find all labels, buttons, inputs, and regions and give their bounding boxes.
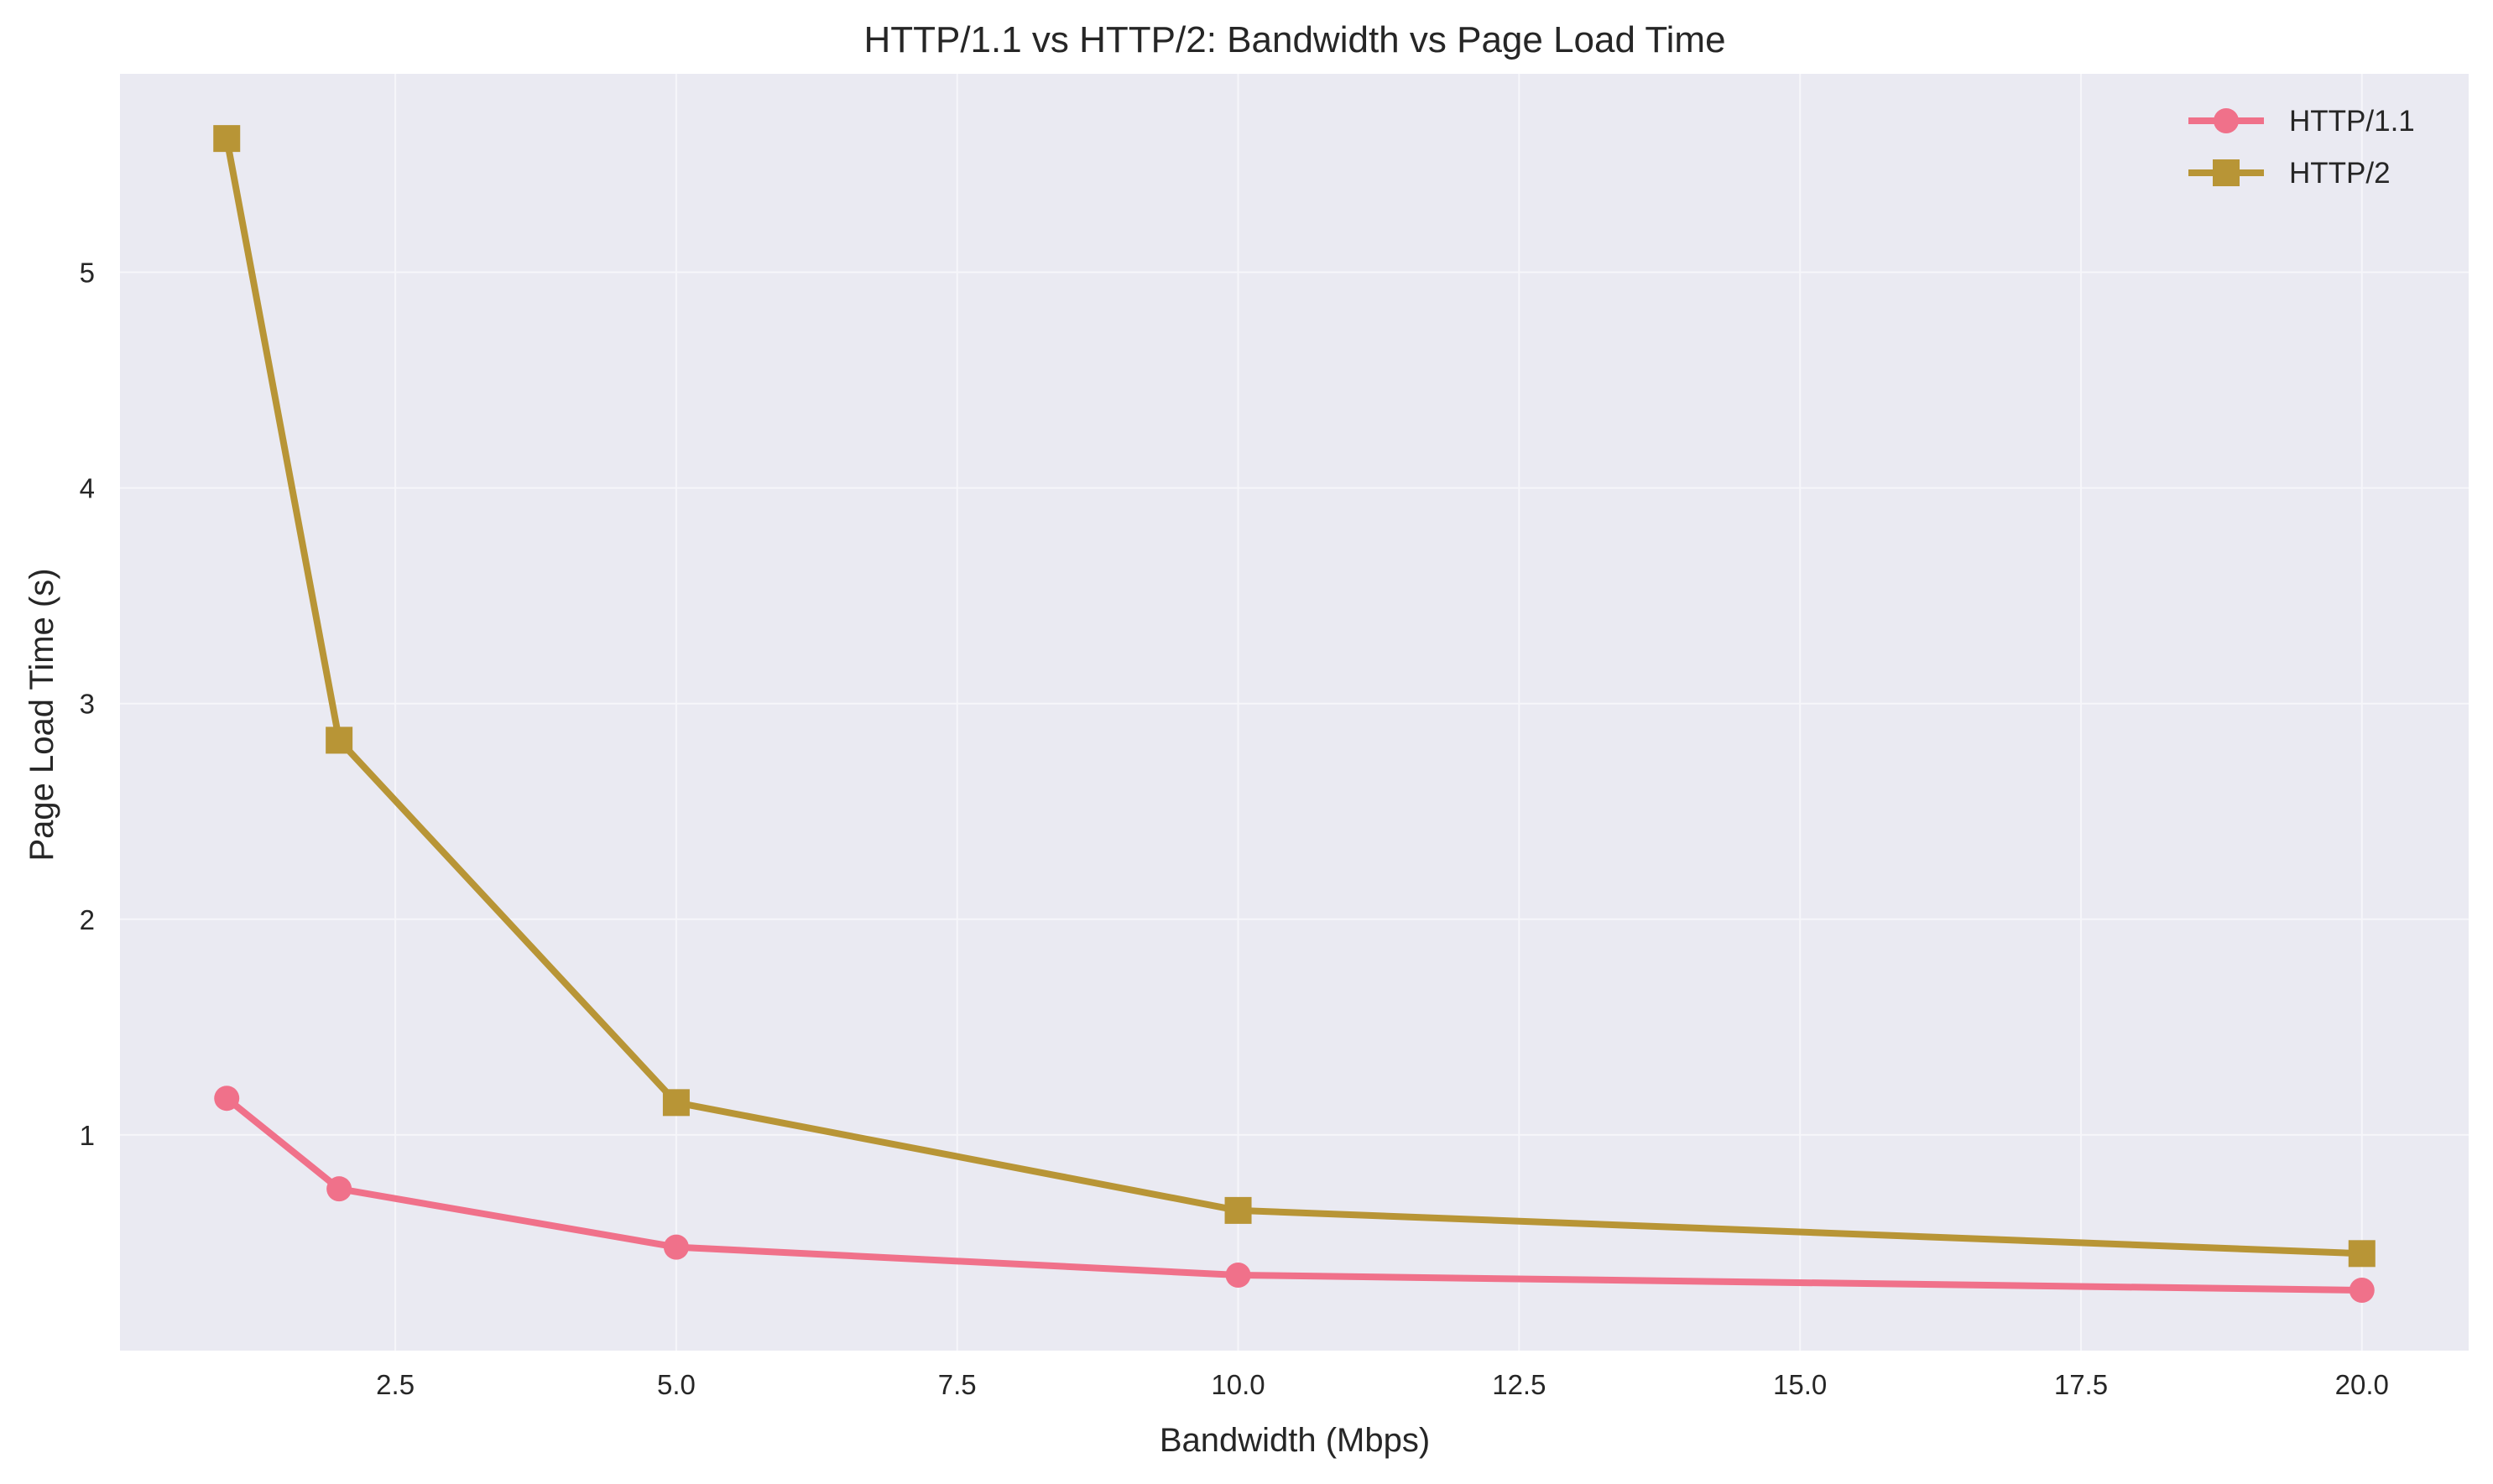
legend-label: HTTP/1.1 <box>2289 105 2415 138</box>
y-tick-label: 3 <box>80 689 95 720</box>
y-tick-label: 1 <box>80 1120 95 1151</box>
data-point <box>2348 1240 2376 1268</box>
legend-label: HTTP/2 <box>2289 157 2391 190</box>
x-tick-label: 20.0 <box>2335 1369 2389 1400</box>
y-axis-label: Page Load Time (s) <box>23 568 60 861</box>
data-point <box>326 726 353 754</box>
x-axis-label: Bandwidth (Mbps) <box>1160 1422 1430 1459</box>
legend-marker <box>2213 159 2240 186</box>
x-axis-ticks: 2.5 5.0 7.5 10.0 12.5 15.0 17.5 20.0 <box>376 1369 2389 1400</box>
data-point <box>1225 1263 1251 1289</box>
x-tick-label: 2.5 <box>376 1369 415 1400</box>
data-point <box>1224 1196 1252 1224</box>
y-axis-ticks: 1 2 3 4 5 <box>80 258 95 1151</box>
legend-marker <box>2214 108 2239 133</box>
x-tick-label: 5.0 <box>657 1369 696 1400</box>
x-tick-label: 17.5 <box>2054 1369 2108 1400</box>
data-point <box>663 1234 689 1260</box>
series-http-2 <box>213 125 2376 1268</box>
x-tick-label: 10.0 <box>1211 1369 1265 1400</box>
series-layer <box>213 125 2376 1304</box>
grid <box>120 74 2469 1351</box>
x-tick-label: 15.0 <box>1773 1369 1827 1400</box>
y-tick-label: 4 <box>80 473 95 504</box>
chart-title: HTTP/1.1 vs HTTP/2: Bandwidth vs Page Lo… <box>863 19 1725 60</box>
data-point <box>213 125 241 153</box>
legend-item: HTTP/2 <box>2188 157 2391 190</box>
data-point <box>662 1089 690 1117</box>
series-http-1-1 <box>214 1086 2375 1304</box>
plot-area <box>120 74 2469 1351</box>
x-tick-label: 7.5 <box>938 1369 977 1400</box>
data-point <box>2349 1278 2375 1304</box>
legend: HTTP/1.1 HTTP/2 <box>2188 105 2415 190</box>
y-tick-label: 2 <box>80 904 95 935</box>
y-tick-label: 5 <box>80 258 95 289</box>
data-point <box>214 1086 240 1112</box>
data-point <box>326 1176 352 1202</box>
x-tick-label: 12.5 <box>1492 1369 1546 1400</box>
legend-item: HTTP/1.1 <box>2188 105 2415 138</box>
